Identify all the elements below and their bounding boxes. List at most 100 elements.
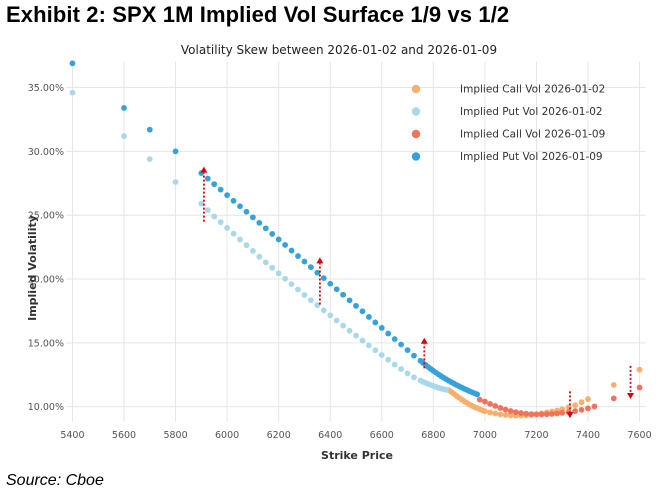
- data-point: [69, 89, 76, 96]
- data-point: [211, 181, 218, 188]
- y-tick-label: 25.00%: [28, 211, 64, 222]
- data-point: [353, 302, 359, 309]
- data-point: [538, 411, 545, 418]
- data-point: [497, 411, 504, 418]
- x-tick-label: 6800: [421, 430, 445, 441]
- data-point: [476, 396, 483, 403]
- data-point: [636, 384, 643, 391]
- data-point: [543, 411, 550, 418]
- data-point: [249, 248, 256, 254]
- data-point: [307, 264, 314, 271]
- data-point: [578, 399, 585, 406]
- data-point: [333, 317, 340, 324]
- data-point: [507, 412, 514, 419]
- legend-label: Implied Put Vol 2026-01-02: [460, 106, 603, 118]
- data-point: [346, 327, 353, 334]
- data-point: [378, 352, 385, 358]
- data-point: [411, 352, 417, 359]
- data-point: [198, 200, 205, 207]
- data-point: [518, 410, 524, 416]
- legend-label: Implied Call Vol 2026-01-02: [460, 84, 605, 96]
- y-axis-label: Implied Volatility: [26, 215, 39, 321]
- data-point: [249, 214, 256, 221]
- data-point: [256, 253, 263, 260]
- data-point: [327, 280, 334, 287]
- change-arrow: [566, 391, 574, 419]
- data-point: [474, 391, 481, 398]
- exhibit-title: Exhibit 2: SPX 1M Implied Vol Surface 1/…: [6, 2, 510, 27]
- chart-title: Volatility Skew between 2026-01-02 and 2…: [181, 43, 497, 57]
- change-arrow: [200, 166, 208, 222]
- data-point: [237, 236, 243, 243]
- data-point: [314, 269, 321, 276]
- x-tick-label: 7600: [627, 430, 651, 441]
- data-point: [146, 126, 153, 133]
- data-point: [340, 291, 347, 298]
- data-point: [224, 225, 231, 231]
- data-point: [204, 207, 211, 213]
- data-point: [121, 105, 127, 111]
- x-axis-label: Strike Price: [321, 449, 393, 462]
- data-point: [549, 411, 555, 417]
- data-point: [512, 409, 519, 416]
- data-point: [288, 247, 295, 254]
- data-point: [172, 148, 179, 155]
- data-point: [559, 409, 566, 416]
- change-arrow: [627, 365, 635, 400]
- y-tick-label: 30.00%: [28, 147, 64, 158]
- data-point: [224, 192, 231, 199]
- data-point: [288, 281, 295, 288]
- data-point: [398, 341, 405, 348]
- data-point: [314, 302, 321, 309]
- data-point: [282, 275, 289, 282]
- data-point: [533, 411, 540, 418]
- data-point: [121, 133, 127, 139]
- legend-marker: [411, 107, 421, 116]
- data-point: [391, 361, 398, 368]
- data-point: [172, 179, 179, 185]
- data-point: [359, 308, 366, 315]
- x-tick-label: 6600: [370, 430, 394, 441]
- legend-item: Implied Call Vol 2026-01-02: [411, 84, 605, 96]
- data-point: [487, 400, 493, 407]
- data-point: [443, 386, 450, 393]
- legend-marker: [411, 152, 421, 161]
- data-point: [585, 405, 591, 412]
- volatility-skew-chart: Volatility Skew between 2026-01-02 and 2…: [26, 43, 652, 462]
- data-point: [307, 297, 314, 303]
- chart-container: Volatility Skew between 2026-01-02 and 2…: [0, 34, 671, 466]
- data-point: [353, 332, 359, 339]
- data-point: [404, 370, 411, 377]
- data-point: [528, 411, 535, 417]
- data-point: [230, 230, 237, 237]
- data-point: [385, 356, 392, 363]
- x-tick-label: 7200: [524, 430, 548, 441]
- data-point: [269, 231, 276, 237]
- data-point: [243, 208, 250, 215]
- source-note: Source: Cboe: [6, 472, 104, 489]
- data-point: [230, 197, 237, 204]
- data-point: [275, 270, 282, 277]
- data-point: [243, 242, 250, 249]
- data-point: [269, 264, 276, 271]
- x-tick-label: 7000: [473, 430, 497, 441]
- data-point: [492, 410, 499, 417]
- legend-item: Implied Put Vol 2026-01-09: [411, 151, 603, 163]
- arrow-head: [566, 412, 574, 419]
- data-point: [320, 275, 327, 282]
- data-point: [365, 342, 372, 349]
- legend-label: Implied Put Vol 2026-01-09: [460, 151, 603, 163]
- data-point: [610, 382, 617, 388]
- data-point: [275, 236, 282, 243]
- data-point: [585, 396, 591, 402]
- data-point: [204, 175, 211, 182]
- data-point: [398, 366, 405, 372]
- x-tick-label: 6000: [215, 430, 239, 441]
- data-point: [365, 314, 372, 320]
- legend-marker: [411, 84, 421, 94]
- data-point: [502, 406, 509, 413]
- data-point: [411, 374, 417, 381]
- data-point: [301, 258, 308, 265]
- axes: 5400 5600 5800 6000 6200 6400 6600 6800 7000 7200…: [28, 83, 652, 441]
- legend-label: Implied Call Vol 2026-01-09: [460, 129, 605, 141]
